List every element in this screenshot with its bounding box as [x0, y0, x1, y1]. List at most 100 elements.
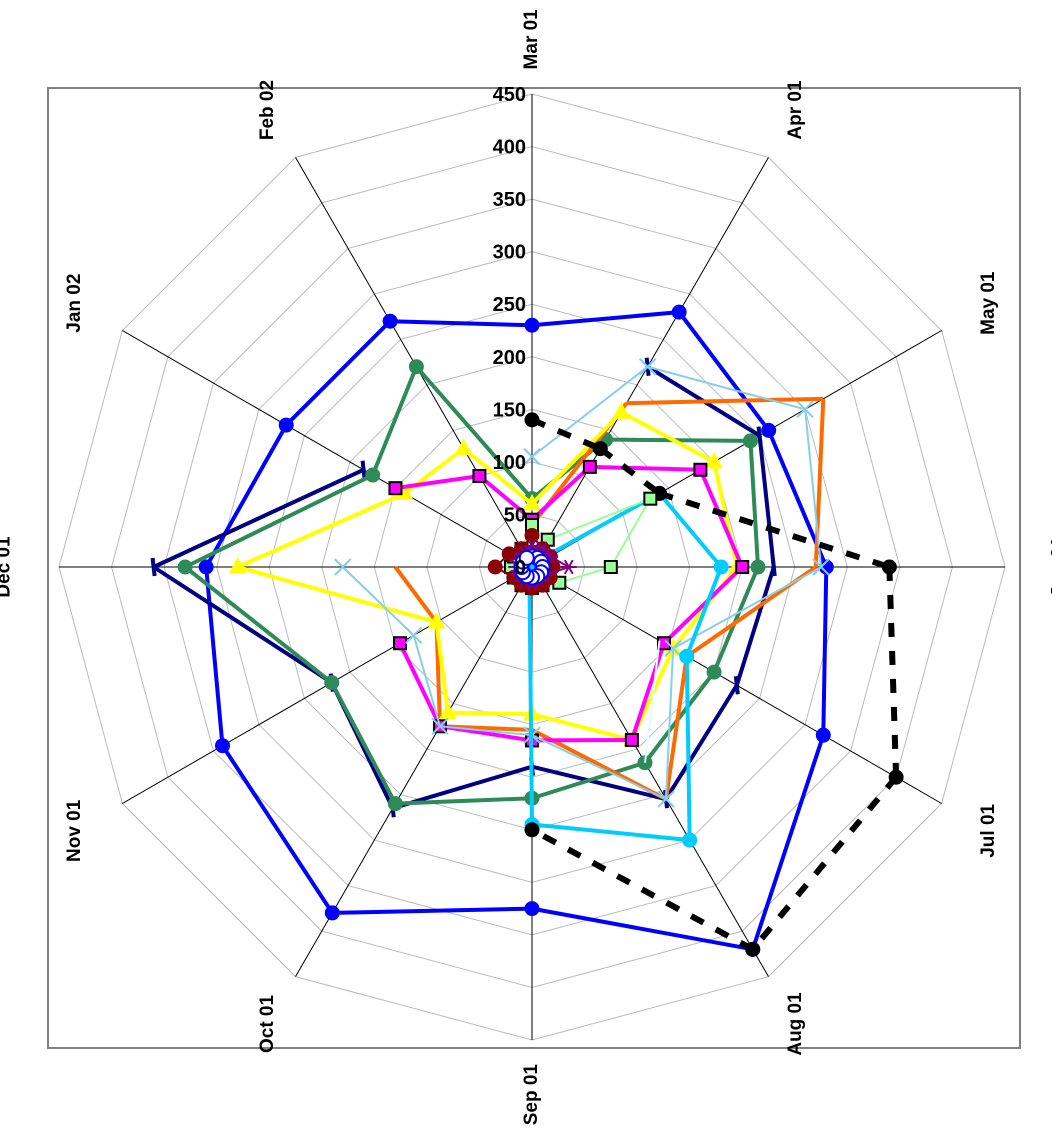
series-line: [559, 566, 612, 584]
series-point: [524, 822, 540, 838]
series-line: [664, 684, 739, 801]
series-point: [524, 527, 540, 543]
series-point: [523, 493, 541, 511]
series-line: [589, 464, 701, 472]
series-line: [813, 398, 826, 568]
series-point: [812, 558, 830, 576]
series-line: [462, 447, 534, 506]
series-line: [370, 365, 419, 476]
series-point: [523, 447, 541, 466]
series-line: [447, 710, 533, 717]
series-line: [533, 491, 661, 565]
category-label: Feb 02: [257, 80, 278, 140]
category-label: Dec 01: [0, 536, 14, 598]
series-point: [334, 558, 352, 576]
series-point: [756, 426, 763, 445]
series-8: [644, 640, 661, 763]
category-label: Jan 02: [64, 274, 85, 333]
r-tick-label: 150: [493, 399, 526, 421]
r-tick-label: 0: [515, 557, 526, 579]
series-line: [629, 642, 666, 741]
series-point: [671, 304, 687, 320]
series-point: [888, 769, 904, 785]
series-line: [439, 725, 533, 737]
series-line: [545, 566, 570, 576]
r-tick-label: 100: [493, 452, 526, 474]
series-point: [664, 639, 682, 658]
series-line: [531, 712, 633, 742]
series-point: [735, 560, 750, 574]
series-point: [524, 317, 540, 333]
series-line: [412, 635, 441, 727]
series-point: [643, 491, 658, 506]
series-point: [713, 559, 729, 575]
series-point: [745, 941, 761, 957]
series-line: [530, 417, 602, 452]
series-point: [733, 676, 740, 695]
series-line: [658, 490, 891, 570]
series-point: [150, 557, 157, 577]
series-point: [278, 417, 294, 433]
series-point: [524, 412, 540, 428]
series-line: [609, 498, 652, 568]
series-point: [750, 559, 766, 575]
series-14: [513, 548, 551, 586]
series-point: [682, 832, 698, 848]
series-point: [393, 636, 408, 651]
r-tick-label: 250: [493, 294, 526, 316]
series-point: [592, 441, 608, 457]
spoke: [531, 566, 769, 977]
series-point: [679, 648, 695, 664]
series-line: [204, 566, 225, 746]
category-label: May 01: [978, 271, 999, 335]
category-label: Jul 01: [978, 803, 999, 857]
series-line: [677, 310, 771, 432]
spoke: [531, 157, 769, 568]
series-line: [152, 565, 333, 685]
series-point: [693, 462, 708, 477]
series-point: [382, 313, 398, 329]
series-line: [750, 775, 899, 952]
series-point: [360, 460, 367, 479]
series-line: [395, 796, 533, 806]
series-line: [620, 410, 716, 464]
series-line: [478, 474, 534, 522]
series-line: [530, 465, 592, 522]
series-line: [332, 906, 533, 915]
series-point: [472, 468, 487, 483]
series-line: [886, 566, 900, 778]
series-line: [712, 566, 760, 673]
series-line: [665, 648, 675, 800]
series-line: [530, 827, 755, 952]
series-point: [454, 438, 473, 456]
series-line: [804, 409, 823, 568]
series-line: [626, 396, 824, 406]
series-line: [644, 640, 661, 763]
series-layer: [150, 304, 904, 957]
series-line: [531, 764, 667, 802]
series-line: [527, 571, 534, 825]
series-line: [647, 365, 806, 411]
series-line: [152, 467, 365, 569]
radial-tick-labels: 0 50 100 150 200 250 300 350 400 450: [493, 84, 526, 579]
series-line: [757, 435, 776, 568]
series-point: [427, 612, 446, 629]
series-line: [395, 473, 480, 491]
series-point: [881, 559, 897, 575]
series-point: [706, 664, 722, 680]
series-10: [524, 412, 904, 957]
series-line: [530, 410, 623, 506]
series-line: [531, 734, 667, 801]
series-line: [734, 566, 776, 686]
series-1: [198, 304, 834, 957]
series-line: [236, 491, 406, 569]
series-line: [434, 621, 450, 713]
series-point: [387, 796, 403, 812]
series-line: [184, 473, 374, 569]
series-line: [657, 492, 723, 569]
series-line: [748, 440, 760, 568]
series-line: [531, 365, 649, 458]
series-point: [656, 636, 671, 651]
series-point: [518, 549, 535, 566]
series-line: [531, 310, 680, 328]
